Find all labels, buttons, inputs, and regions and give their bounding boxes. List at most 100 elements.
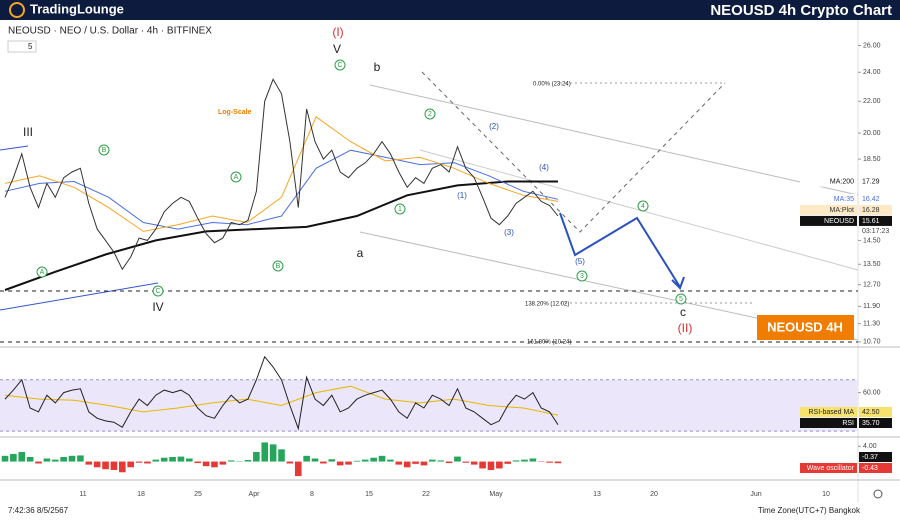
x-tick-label: 13 xyxy=(593,491,601,498)
oscillator-bar xyxy=(60,456,67,462)
oscillator-bar xyxy=(521,459,528,462)
y-tick-label: 13.50 xyxy=(863,261,881,268)
tag-name-box xyxy=(800,407,857,417)
y-tick-label: 26.00 xyxy=(863,42,881,49)
x-tick-label: Jun xyxy=(750,491,761,498)
indicator-toggle[interactable] xyxy=(7,40,37,53)
oscillator-bar xyxy=(370,457,377,462)
oscillator-bar xyxy=(261,442,269,462)
oscillator-bar xyxy=(1,455,9,462)
oscillator-bar xyxy=(244,460,252,462)
series-line xyxy=(4,355,559,431)
oscillator-bar xyxy=(110,461,118,470)
wave-label: V xyxy=(333,42,341,56)
tag-value: 16.28 xyxy=(862,207,880,214)
value-tag: MA:35 16.42 xyxy=(800,193,892,204)
tag-value: 35.70 xyxy=(862,420,880,427)
fib-label: 0.00% (23.24) xyxy=(533,82,571,88)
logo: TradingLounge xyxy=(30,1,124,16)
projection-arrow xyxy=(671,276,685,290)
settings-icon[interactable] xyxy=(873,489,883,499)
oscillator-bar xyxy=(227,460,235,462)
oscillator-bar xyxy=(294,461,302,477)
wave-circle xyxy=(637,200,649,212)
tag-name: Wave oscillator xyxy=(807,465,855,472)
oscillator-bar xyxy=(303,455,310,462)
oscillator-bar xyxy=(387,459,394,462)
y-tick-label: 4.00 xyxy=(863,443,877,450)
wave-label: (II) xyxy=(678,321,693,335)
timezone: Time Zone(UTC+7) Bangkok xyxy=(758,506,861,515)
oscillator-bar xyxy=(160,457,168,462)
tag-name-box xyxy=(800,204,857,215)
projection-dashed xyxy=(421,71,726,233)
value-tag: MA:200 17.29 xyxy=(800,176,892,187)
series-line xyxy=(4,180,558,291)
tag-value-box xyxy=(859,407,892,417)
series-line xyxy=(4,78,559,271)
countdown: 03:17:23 xyxy=(862,228,889,235)
wave-label: (5) xyxy=(575,257,585,266)
tag-value: 42.50 xyxy=(862,409,880,416)
logo-icon xyxy=(9,2,25,18)
indicator-count[interactable]: 5 xyxy=(28,42,33,51)
value-tag: RSI-based MA 42.50 xyxy=(800,407,892,417)
page-title: NEOUSD 4h Crypto Chart xyxy=(710,2,892,19)
oscillator-bar xyxy=(487,461,495,470)
tag-name-box xyxy=(800,215,857,226)
value-tag: RSI 35.70 xyxy=(800,418,892,428)
tag-value-box xyxy=(859,463,892,473)
oscillator-bar xyxy=(437,460,444,462)
tag-name-box xyxy=(800,176,857,187)
series-line xyxy=(4,149,559,230)
wave-label: B xyxy=(102,147,107,154)
oscillator-bar xyxy=(345,461,352,465)
oscillator-bar xyxy=(194,461,202,464)
wave-label: (4) xyxy=(539,163,549,172)
tag-name: MA:200 xyxy=(830,179,854,186)
oscillator-bar xyxy=(429,459,436,462)
y-tick-label: 60.00 xyxy=(863,389,881,396)
wave-circle xyxy=(394,203,406,215)
oscillator-bar xyxy=(479,461,486,469)
tag-name-box xyxy=(800,463,857,473)
wave-circle xyxy=(576,270,588,282)
oscillator-bar xyxy=(202,461,210,467)
oscillator-bar xyxy=(470,461,478,465)
channel-line xyxy=(419,149,859,271)
oscillator-bar xyxy=(144,461,151,464)
tag-name: RSI-based MA xyxy=(808,409,854,416)
wave-label: 4 xyxy=(641,203,645,210)
wave-label: A xyxy=(234,174,239,181)
x-tick-label: 25 xyxy=(194,491,202,498)
oscillator-bar xyxy=(496,461,503,469)
oscillator-bar xyxy=(445,461,453,464)
oscillator-bar xyxy=(102,461,109,470)
clock: 7:42:36 8/5/2567 xyxy=(8,506,69,515)
oscillator-bar xyxy=(546,461,553,463)
wave-circle xyxy=(334,59,346,71)
x-tick-label: 10 xyxy=(822,491,830,498)
wave-label: 5 xyxy=(679,296,683,303)
top-bar xyxy=(0,0,900,20)
oscillator-bar xyxy=(68,455,76,462)
tag-name-box xyxy=(800,418,857,428)
wave-label: 1 xyxy=(398,206,402,213)
oscillator-bar xyxy=(378,455,386,462)
value-tag: MA:Plot 16.28 xyxy=(800,204,892,215)
trend-line xyxy=(0,145,29,151)
tag-value: -0.43 xyxy=(862,465,878,472)
tag-name: MA:Plot xyxy=(829,207,854,214)
oscillator-bar xyxy=(35,461,42,464)
channel-line xyxy=(369,84,859,196)
tag-name-box xyxy=(800,193,857,204)
oscillator-bar xyxy=(504,461,512,464)
x-tick-label: 18 xyxy=(137,491,145,498)
oscillator-bar xyxy=(26,456,34,462)
projection-path xyxy=(559,212,681,288)
x-tick-label: 22 xyxy=(422,491,430,498)
wave-circle xyxy=(36,266,48,278)
oscillator-bar xyxy=(336,461,344,466)
